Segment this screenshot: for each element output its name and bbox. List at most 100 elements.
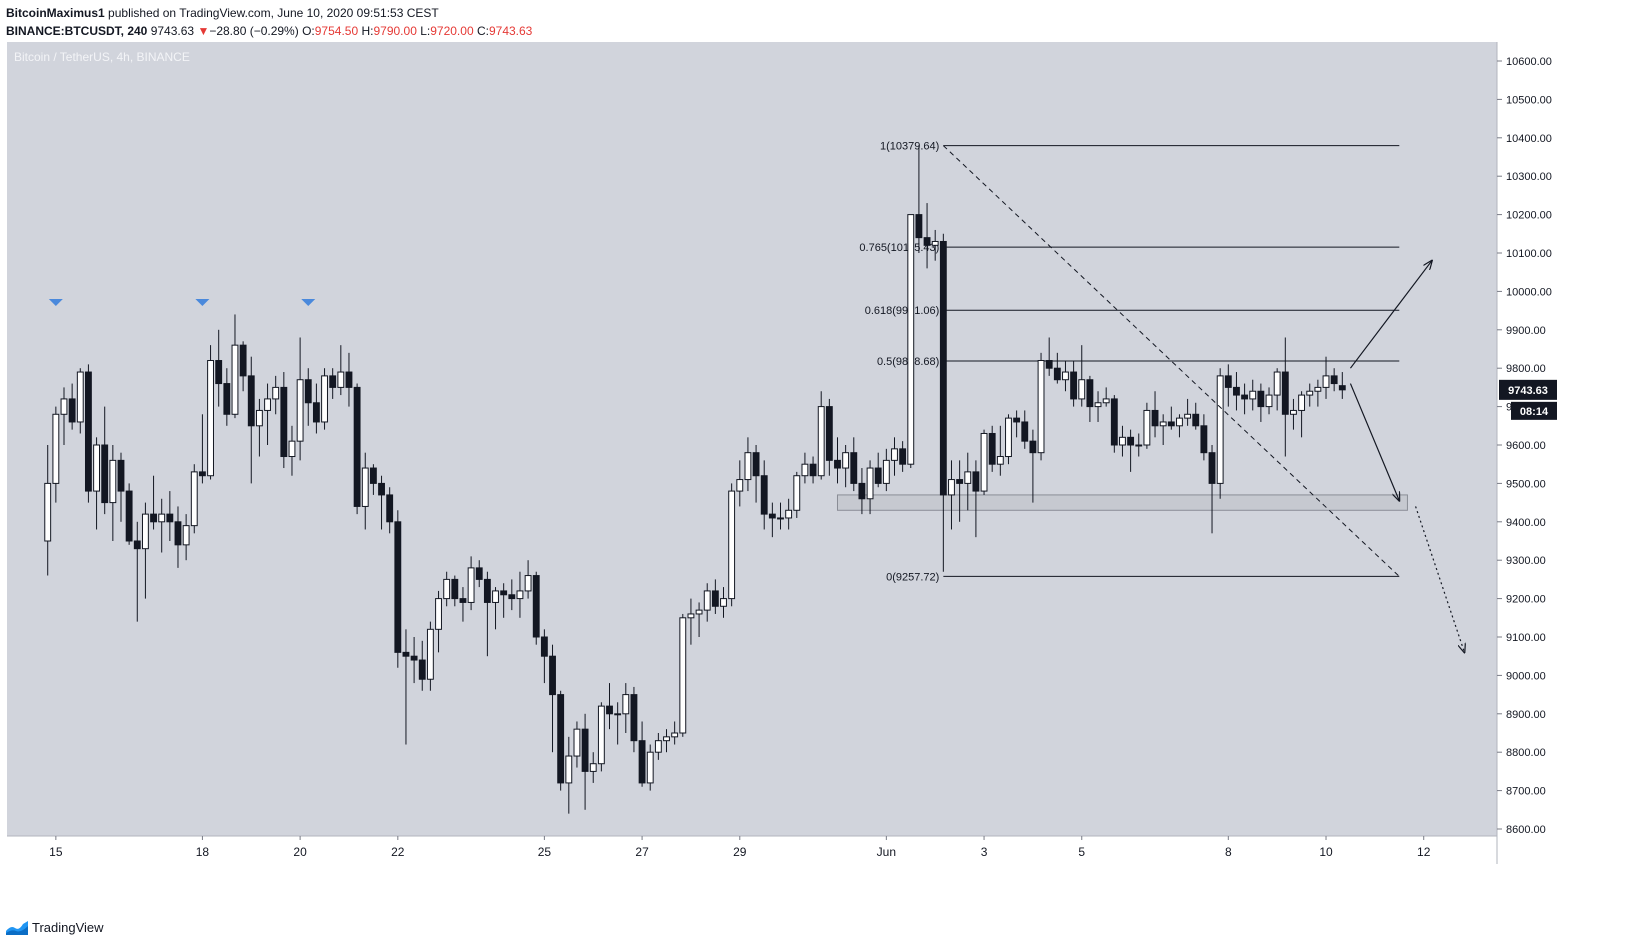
candle — [231, 314, 239, 419]
candle-body — [76, 371, 84, 423]
chart-pane[interactable] — [7, 42, 1497, 836]
open-value: 9754.50 — [314, 24, 359, 38]
candle — [93, 437, 100, 530]
candle — [223, 368, 231, 426]
candle-body — [899, 448, 907, 465]
candle — [1053, 352, 1061, 384]
y-tick-label: 9500.00 — [1506, 478, 1546, 490]
candle — [459, 587, 467, 622]
candle-body — [158, 513, 166, 523]
candle — [1273, 368, 1281, 411]
candle-body — [174, 521, 182, 546]
candle — [703, 583, 711, 622]
candle — [516, 571, 524, 618]
candle-body — [1005, 417, 1012, 458]
candle — [44, 445, 52, 576]
candle-body — [703, 590, 711, 611]
candle-body — [736, 479, 744, 492]
candle-body — [711, 590, 719, 607]
fib-level-label: 0(9257.72) — [886, 571, 939, 583]
candle — [1314, 379, 1322, 407]
candle — [907, 214, 915, 469]
candle-body — [443, 578, 451, 600]
signal-marker-icon — [301, 299, 316, 306]
candle — [60, 387, 68, 445]
countdown-label: 08:14 — [1520, 406, 1549, 418]
high-label: H: — [361, 24, 374, 38]
tradingview-footer[interactable]: TradingView — [6, 920, 104, 935]
symbol-label[interactable]: BINANCE:BTCUSDT, 240 — [6, 24, 148, 38]
candle — [215, 329, 223, 407]
candle — [654, 733, 662, 760]
candle — [410, 637, 418, 684]
x-tick-label: Jun — [877, 845, 896, 859]
candle-body — [606, 705, 613, 715]
candle-body — [785, 509, 793, 519]
candle-body — [117, 459, 125, 492]
signal-marker-icon — [195, 299, 210, 306]
candle-body — [573, 728, 581, 757]
x-tick-label: 25 — [538, 845, 552, 859]
candle-body — [1224, 375, 1232, 388]
candle — [451, 575, 459, 607]
candle — [606, 683, 613, 730]
candle — [858, 468, 866, 515]
candle — [1167, 406, 1175, 430]
close-value: 9743.63 — [488, 24, 533, 38]
candle — [597, 702, 605, 772]
candle — [573, 721, 581, 768]
candle-body — [386, 494, 394, 523]
fib-level-label: 0.618(9951.06) — [865, 305, 940, 317]
candle — [321, 368, 328, 430]
candle — [891, 437, 898, 476]
candle — [899, 441, 907, 472]
candle-body — [663, 736, 670, 742]
author-name[interactable]: BitcoinMaximus1 — [6, 6, 105, 20]
candle — [150, 475, 157, 530]
candle-body — [207, 360, 214, 477]
candle — [540, 629, 548, 684]
candle — [141, 502, 149, 599]
y-tick-label: 10000.00 — [1506, 286, 1552, 298]
candle-body — [198, 471, 206, 477]
candle-body — [1290, 409, 1297, 415]
candle — [1119, 425, 1126, 457]
candle — [345, 352, 353, 407]
candle-body — [687, 613, 695, 619]
last-value: 9743.63 — [150, 24, 195, 38]
candle — [386, 487, 394, 534]
candle — [174, 506, 182, 568]
candle-body — [483, 578, 491, 603]
candle — [312, 383, 320, 434]
candle — [1102, 387, 1110, 407]
candle-body — [288, 440, 296, 458]
candle — [801, 452, 809, 484]
candle — [532, 571, 540, 645]
candle — [1021, 410, 1029, 449]
candle-body — [1086, 379, 1094, 408]
candle-body — [1330, 375, 1338, 385]
candle — [744, 437, 752, 492]
candle-body — [834, 459, 841, 469]
candle — [785, 498, 793, 530]
candle — [288, 425, 296, 476]
candle-body — [777, 517, 784, 520]
candle-body — [239, 344, 247, 377]
candle — [768, 502, 776, 538]
close-label: C: — [476, 24, 489, 38]
candle — [239, 341, 247, 392]
y-tick-label: 10600.00 — [1506, 56, 1552, 68]
candle — [378, 475, 385, 530]
signal-marker-icon — [48, 299, 63, 306]
candle — [850, 437, 858, 492]
last-price-label: 9743.63 — [1508, 385, 1548, 397]
candle-body — [68, 398, 76, 423]
candle — [133, 521, 141, 622]
x-tick-label: 22 — [391, 845, 405, 859]
candle — [1298, 391, 1306, 438]
candle-body — [133, 540, 141, 550]
candle-body — [223, 383, 231, 415]
candle — [1005, 414, 1012, 465]
change-value: −28.80 (−0.29%) — [209, 24, 299, 38]
